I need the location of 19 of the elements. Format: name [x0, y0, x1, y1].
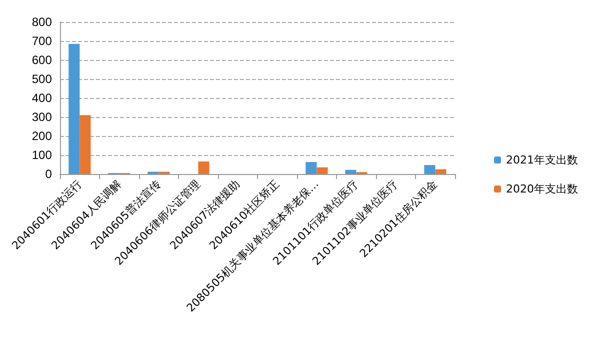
legend-label: 2020年支出数	[506, 182, 578, 196]
y-tick-label: 500	[32, 72, 52, 86]
bar	[316, 167, 328, 174]
y-tick-label: 700	[32, 34, 52, 48]
bar	[198, 161, 210, 174]
y-tick-label: 100	[32, 148, 52, 162]
bar	[306, 162, 317, 174]
bar	[80, 115, 91, 174]
bar	[68, 44, 80, 174]
y-tick-label: 800	[32, 15, 52, 29]
legend-label: 2021年支出数	[506, 154, 578, 166]
bar	[435, 169, 446, 174]
y-tick-label: 0	[45, 167, 52, 181]
y-tick-label: 300	[32, 110, 52, 124]
y-tick-label: 600	[32, 53, 52, 67]
y-tick-label: 400	[32, 91, 52, 105]
bar	[345, 170, 356, 174]
bar	[424, 165, 436, 174]
y-tick-label: 200	[32, 129, 52, 143]
